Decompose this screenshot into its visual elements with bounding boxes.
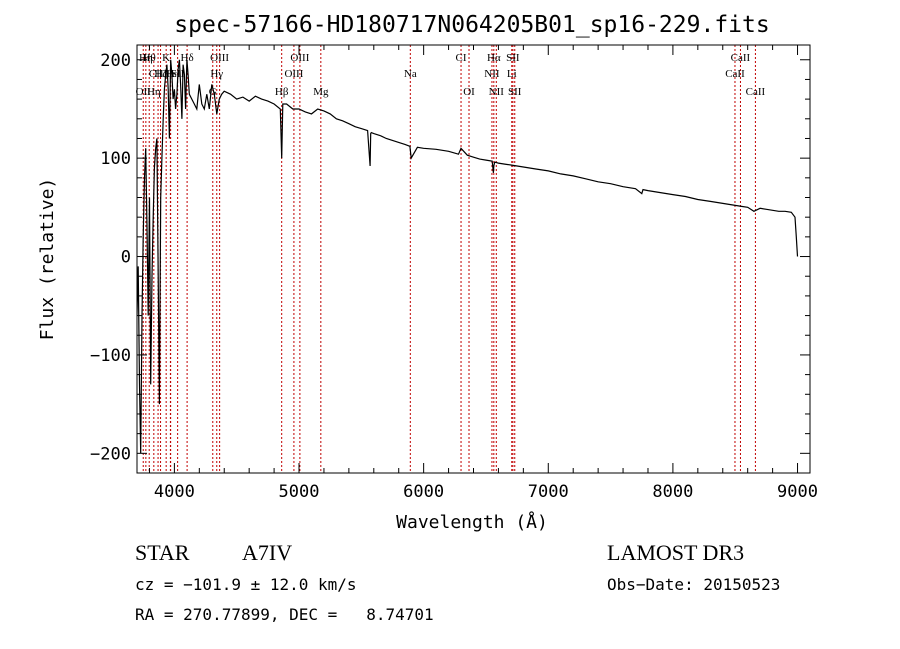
x-tick-label: 8000	[652, 482, 693, 502]
line-label: K	[162, 52, 170, 64]
line-label: NII	[484, 68, 500, 80]
line-label: NII	[489, 86, 505, 98]
x-tick-label: 6000	[403, 482, 444, 502]
line-label: CaII	[746, 86, 766, 98]
line-label: Hδ	[181, 52, 194, 64]
y-tick-label: 200	[100, 51, 131, 71]
line-label: OII	[136, 86, 152, 98]
y-tick-label: 0	[121, 248, 131, 268]
object-class: STAR	[135, 540, 190, 565]
line-label: Hη	[139, 52, 153, 64]
spectral-line-labels: OIIHηHθHηCIIIHζKHHεSIIHδGHγOIIIHβOIIIOII…	[136, 52, 766, 98]
line-label: Hα	[487, 52, 501, 64]
line-label: Hζ	[154, 68, 167, 80]
spectrum-line	[137, 59, 799, 454]
line-label: Mg	[313, 86, 329, 98]
x-tick-label: 9000	[777, 482, 818, 502]
line-label: Hβ	[275, 86, 289, 98]
spectral-line-markers	[142, 45, 756, 473]
chart-title: spec-57166-HD180717N064205B01_sp16-229.f…	[174, 12, 769, 38]
line-label: Li	[507, 68, 517, 80]
x-tick-label: 5000	[279, 482, 320, 502]
y-tick-label: −100	[90, 346, 131, 366]
line-label: SII	[506, 52, 520, 64]
line-label: Hη	[147, 86, 161, 98]
redshift-line: cz = −101.9 ± 12.0 km/s	[135, 575, 357, 594]
plot-frame	[136, 44, 811, 474]
x-axis-ticks: 4000 5000 6000 7000 8000 9000	[148, 45, 818, 502]
coordinates-line: RA = 270.77899, DEC = 8.74701	[135, 605, 434, 624]
obs-date: Obs−Date: 20150523	[607, 575, 780, 594]
line-label: CaII	[731, 52, 751, 64]
y-axis-label: Flux (relative)	[37, 178, 58, 341]
line-label: CIII	[149, 68, 168, 80]
line-label: Hθ	[143, 52, 156, 64]
line-label: OIII	[284, 68, 303, 80]
x-tick-label: 4000	[154, 482, 195, 502]
line-label: OI	[463, 86, 475, 98]
line-label: G	[209, 86, 217, 98]
line-label: Hγ	[210, 68, 223, 80]
x-tick-label: 7000	[528, 482, 569, 502]
line-label: CaII	[725, 68, 745, 80]
survey-name: LAMOST DR3	[607, 540, 744, 565]
y-axis-ticks: −200 −100 0 100 200	[90, 51, 810, 464]
y-tick-label: −200	[90, 444, 131, 464]
line-label: OIII	[210, 52, 229, 64]
line-label: CI	[456, 52, 467, 64]
line-label: SII	[508, 86, 522, 98]
y-tick-label: 100	[100, 149, 131, 169]
x-axis-label: Wavelength (Å)	[396, 511, 548, 533]
spectral-subclass: A7IV	[242, 540, 292, 565]
line-label: Na	[404, 68, 417, 80]
line-label: OIII	[290, 52, 309, 64]
